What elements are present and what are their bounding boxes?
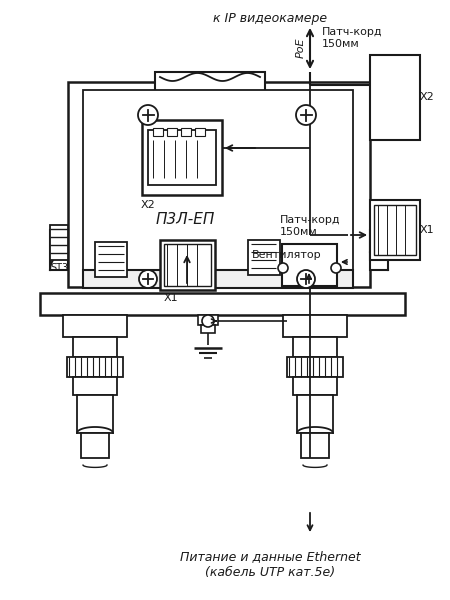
Text: (кабель UTP кат.5е): (кабель UTP кат.5е): [205, 566, 335, 579]
Bar: [50, 230, 68, 270]
Bar: [40, 293, 405, 315]
Bar: [68, 82, 370, 287]
Bar: [287, 357, 343, 377]
Text: X2: X2: [140, 200, 155, 210]
Text: П3Л-ЕП: П3Л-ЕП: [155, 212, 215, 227]
Bar: [160, 240, 215, 290]
Text: X1: X1: [164, 293, 179, 303]
Bar: [301, 433, 329, 458]
Bar: [297, 395, 333, 433]
Text: Питание и данные Ethernet: Питание и данные Ethernet: [180, 550, 360, 563]
Bar: [167, 128, 177, 136]
Circle shape: [278, 263, 288, 273]
Bar: [293, 337, 337, 357]
Circle shape: [202, 315, 214, 327]
Bar: [164, 244, 211, 286]
Bar: [374, 205, 416, 255]
Bar: [370, 200, 420, 260]
Text: X1: X1: [420, 225, 435, 235]
Circle shape: [296, 105, 316, 125]
Bar: [67, 357, 123, 377]
Bar: [50, 225, 68, 260]
Bar: [282, 244, 337, 286]
Bar: [201, 325, 215, 333]
Text: PoE: PoE: [296, 38, 306, 58]
Bar: [142, 120, 222, 195]
Bar: [370, 55, 420, 140]
Text: Патч-корд
150мм: Патч-корд 150мм: [280, 215, 341, 236]
Bar: [148, 130, 216, 185]
Text: X2: X2: [420, 92, 435, 102]
Circle shape: [297, 270, 315, 288]
Bar: [83, 90, 353, 285]
Bar: [195, 128, 205, 136]
Text: Патч-корд
150мм: Патч-корд 150мм: [322, 27, 382, 49]
Bar: [293, 377, 337, 395]
Text: к IP видеокамере: к IP видеокамере: [213, 12, 327, 25]
Bar: [77, 395, 113, 433]
Circle shape: [139, 270, 157, 288]
Bar: [370, 230, 388, 270]
Bar: [283, 315, 347, 337]
Text: ST3: ST3: [50, 263, 68, 273]
Bar: [83, 270, 353, 288]
Bar: [181, 128, 191, 136]
Circle shape: [331, 263, 341, 273]
Bar: [198, 315, 218, 325]
Bar: [155, 72, 265, 92]
Bar: [73, 337, 117, 357]
Bar: [95, 242, 127, 277]
Circle shape: [138, 105, 158, 125]
Bar: [81, 433, 109, 458]
Bar: [153, 128, 163, 136]
Bar: [73, 377, 117, 395]
Text: Вентилятор: Вентилятор: [252, 250, 322, 260]
Bar: [248, 240, 280, 275]
Bar: [63, 315, 127, 337]
